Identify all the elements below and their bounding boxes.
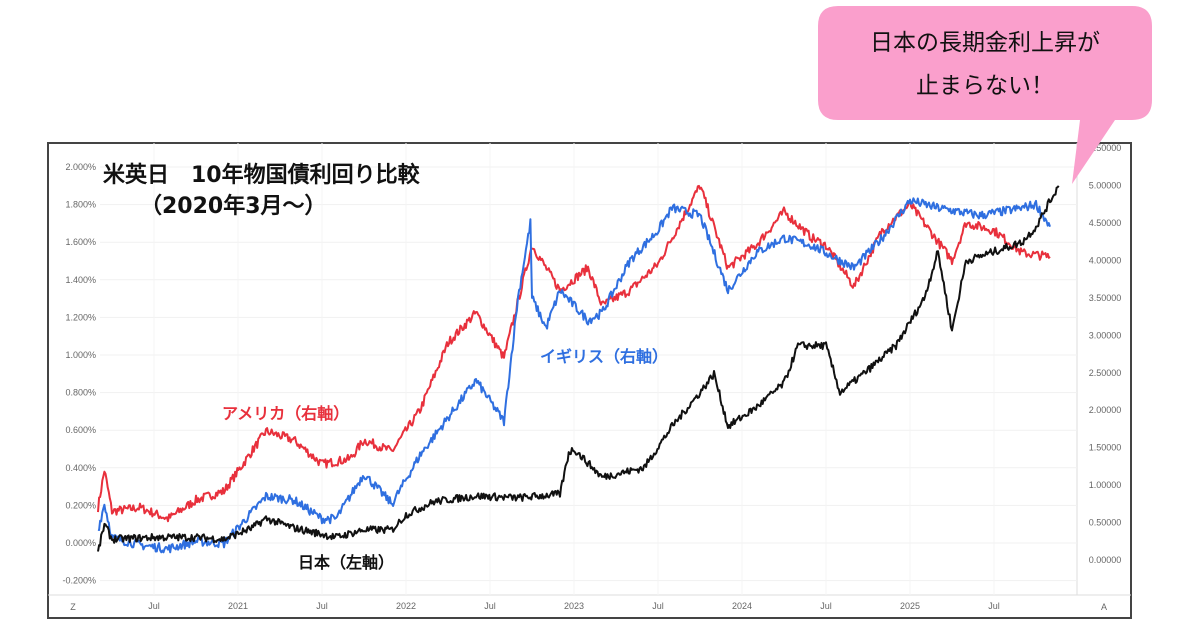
left-tick-label: 0.000% [65,538,96,548]
x-tick-label: 2022 [396,601,416,611]
callout-line1: 日本の長期金利上昇が [870,30,1100,56]
series-label-us: アメリカ（右軸） [222,404,349,423]
right-tick-label: 4.50000 [1089,218,1122,228]
left-tick-label: 0.200% [65,500,96,510]
callout-bubble: 日本の長期金利上昇が 止まらない！ [818,6,1152,184]
series-line-us [97,184,1051,523]
left-tick-label: -0.200% [62,576,96,586]
right-tick-label: 5.50000 [1089,143,1122,153]
right-tick-label: 1.00000 [1089,480,1122,490]
right-tick-label: 2.00000 [1089,405,1122,415]
x-tick-label: 2021 [228,601,248,611]
chart-subtitle: （2020年3月～） [140,193,327,219]
right-tick-label: 1.50000 [1089,443,1122,453]
x-tick-label: Jul [988,601,1000,611]
series-label-japan: 日本（左軸） [298,553,394,572]
x-tick-label: Jul [484,601,496,611]
left-tick-label: 1.600% [65,237,96,247]
right-tick-label: 3.00000 [1089,330,1122,340]
right-tick-label: 5.00000 [1089,181,1122,191]
right-tick-label: 3.50000 [1089,293,1122,303]
x-tick-label: Jul [316,601,328,611]
x-axis: Jul 2021 Jul 2022 Jul 2023 Jul 2024 Jul 2025 Jul [148,601,1000,611]
x-tick-label: Jul [148,601,160,611]
x-tick-label: Jul [820,601,832,611]
x-tick-label: 2023 [564,601,584,611]
left-tick-label: 0.800% [65,388,96,398]
series-label-uk: イギリス（右軸） [540,347,668,366]
callout-shape [818,6,1152,184]
right-tick-label: 0.00000 [1089,555,1122,565]
x-tick-label: 2025 [900,601,920,611]
right-tick-label: 4.00000 [1089,255,1122,265]
left-tick-label: 1.000% [65,350,96,360]
callout-line2: 止まらない！ [916,73,1054,99]
left-tick-label: 1.200% [65,312,96,322]
series-line-uk [97,197,1051,554]
left-axis: 2.000% 1.800% 1.600% 1.400% 1.200% 1.000% 0.80… [62,162,96,586]
corner-left-icon[interactable]: Z [70,602,76,612]
chart-title: 米英日 10年物国債利回り比較 [103,162,421,188]
right-axis: 5.50000 5.00000 4.50000 4.00000 3.50000 3.000… [1089,143,1122,565]
left-tick-label: 1.400% [65,275,96,285]
left-tick-label: 1.800% [65,200,96,210]
left-tick-label: 2.000% [65,162,96,172]
left-tick-label: 0.400% [65,463,96,473]
right-tick-label: 2.50000 [1089,368,1122,378]
x-tick-label: Jul [652,601,664,611]
series-line-japan [97,185,1060,552]
right-tick-label: 0.50000 [1089,518,1122,528]
series-lines [97,184,1060,554]
corner-right-icon[interactable]: A [1101,602,1107,612]
left-tick-label: 0.600% [65,425,96,435]
x-tick-label: 2024 [732,601,752,611]
